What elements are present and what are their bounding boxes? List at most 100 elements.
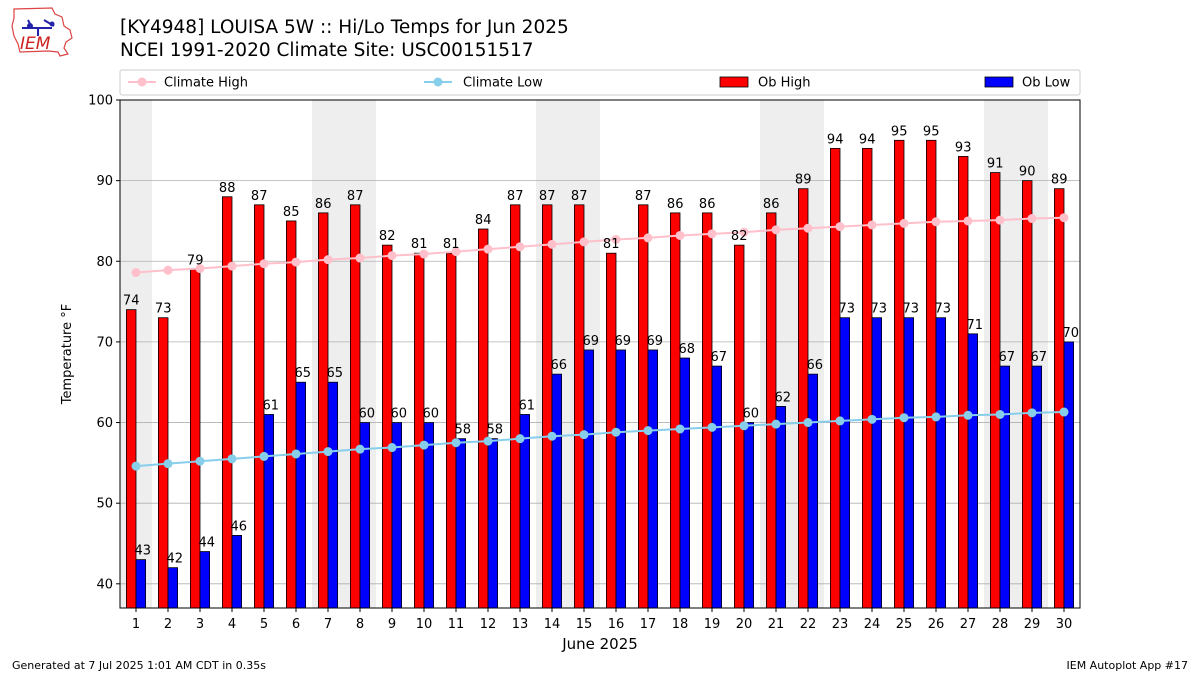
x-tick-label: 27 — [960, 617, 977, 632]
climate-high-point — [355, 253, 365, 263]
climate-high-point — [259, 259, 269, 269]
ob-high-label: 94 — [827, 132, 844, 147]
ob-low-bar — [327, 381, 339, 609]
ob-high-label: 90 — [1019, 165, 1036, 180]
ob-high-label: 94 — [859, 132, 876, 147]
x-tick-label: 19 — [704, 617, 721, 632]
ob-high-label: 87 — [251, 189, 268, 204]
ob-high-label: 79 — [187, 253, 204, 268]
climate-high-point — [675, 230, 685, 240]
x-tick-label: 15 — [576, 617, 593, 632]
x-tick-label: 12 — [480, 617, 497, 632]
x-tick-label: 22 — [800, 617, 817, 632]
legend-ob-high-label: Ob High — [758, 76, 811, 91]
x-tick-label: 7 — [324, 617, 332, 632]
data-labels: 74 73 79 88 87 85 86 87 82 81 81 84 87 87 87 81 87 86 86 82… — [123, 124, 1079, 566]
ob-low-label: 46 — [231, 519, 248, 534]
ob-low-bar — [871, 317, 883, 609]
ob-high-label: 95 — [891, 124, 908, 139]
ob-low-label: 69 — [615, 334, 632, 349]
ob-low-bar — [903, 317, 915, 609]
ob-low-label: 69 — [647, 334, 664, 349]
climate-high-point — [483, 244, 493, 254]
ob-high-label: 88 — [219, 181, 236, 196]
climate-high-point — [899, 218, 909, 228]
ob-low-bar — [839, 317, 851, 609]
ob-low-bar — [775, 406, 787, 609]
ob-high-label: 86 — [667, 197, 684, 212]
ob-low-bar — [231, 535, 243, 609]
ob-low-bar — [1063, 341, 1075, 609]
climate-high-point — [867, 220, 877, 230]
ob-low-label: 61 — [263, 398, 280, 413]
climate-high-point — [963, 216, 973, 226]
x-tick-label: 21 — [768, 617, 785, 632]
climate-high-point — [227, 261, 237, 271]
ob-low-bar — [199, 551, 211, 609]
ob-low-label: 62 — [775, 390, 792, 405]
climate-high-point — [995, 215, 1005, 225]
x-tick-label: 24 — [864, 617, 881, 632]
ob-high-label: 81 — [443, 237, 460, 252]
legend-ob-low-label: Ob Low — [1022, 76, 1071, 91]
ob-low-bar — [295, 381, 307, 609]
climate-high-point — [195, 264, 205, 274]
ob-high-bar — [189, 268, 201, 609]
ob-low-label: 70 — [1063, 326, 1080, 341]
climate-low-point — [1059, 407, 1069, 417]
climate-high-point — [931, 217, 941, 227]
ob-low-bar — [711, 365, 723, 609]
legend-climate-low-label: Climate Low — [463, 76, 543, 91]
ob-high-bar — [926, 139, 937, 609]
climate-low-point — [163, 459, 173, 469]
y-tick-label: 40 — [96, 577, 113, 592]
ob-low-label: 66 — [807, 358, 824, 373]
ob-high-bar — [638, 204, 649, 609]
ob-high-label: 87 — [507, 189, 524, 204]
x-tick-label: 20 — [736, 617, 753, 632]
ob-low-label: 61 — [519, 398, 536, 413]
x-tick-label: 14 — [544, 617, 561, 632]
ob-high-label: 86 — [763, 197, 780, 212]
legend: Climate High Climate Low Ob High Ob Low — [119, 69, 1081, 96]
ob-high-bar — [862, 147, 873, 609]
ob-low-label: 42 — [167, 552, 184, 567]
ob-high-bar — [477, 228, 489, 609]
x-tick-label: 29 — [1024, 617, 1041, 632]
climate-high-point — [1059, 213, 1069, 223]
ob-low-bar — [583, 349, 595, 609]
climate-high-point — [291, 257, 301, 267]
x-tick-label: 5 — [260, 617, 268, 632]
y-tick-label: 90 — [96, 174, 113, 189]
climate-lines — [131, 213, 1069, 471]
chart-subtitle: NCEI 1991-2020 Climate Site: USC00151517 — [120, 40, 534, 61]
app-credit: IEM Autoplot App #17 — [1066, 659, 1189, 672]
climate-low-point — [419, 440, 429, 450]
climate-low-point — [355, 444, 365, 454]
ob-high-bar — [221, 196, 233, 609]
climate-high-point — [547, 239, 557, 249]
ob-low-bar — [647, 349, 659, 609]
ob-low-bar — [263, 414, 275, 609]
x-tick-label: 1 — [132, 617, 140, 632]
x-tick-label: 8 — [356, 617, 364, 632]
climate-high-point — [803, 223, 813, 233]
ob-high-label: 84 — [475, 213, 492, 228]
climate-high-point — [579, 237, 589, 247]
ob-low-label: 60 — [359, 407, 376, 422]
climate-high-point — [707, 229, 717, 239]
ob-low-bar — [807, 373, 819, 609]
ob-low-bar — [967, 333, 979, 609]
climate-low-point — [227, 454, 237, 464]
chart-title: [KY4948] LOUISA 5W :: Hi/Lo Temps for Ju… — [120, 17, 569, 38]
ob-high-bar — [702, 212, 713, 609]
legend-climate-high-label: Climate High — [164, 76, 248, 91]
y-tick-label: 70 — [96, 335, 113, 350]
ob-low-bar — [135, 559, 147, 609]
climate-high-point — [419, 249, 429, 259]
ob-high-label: 91 — [987, 157, 1004, 172]
x-tick-label: 17 — [640, 617, 657, 632]
ob-low-bar — [743, 422, 755, 609]
ob-high-bar — [381, 244, 393, 609]
